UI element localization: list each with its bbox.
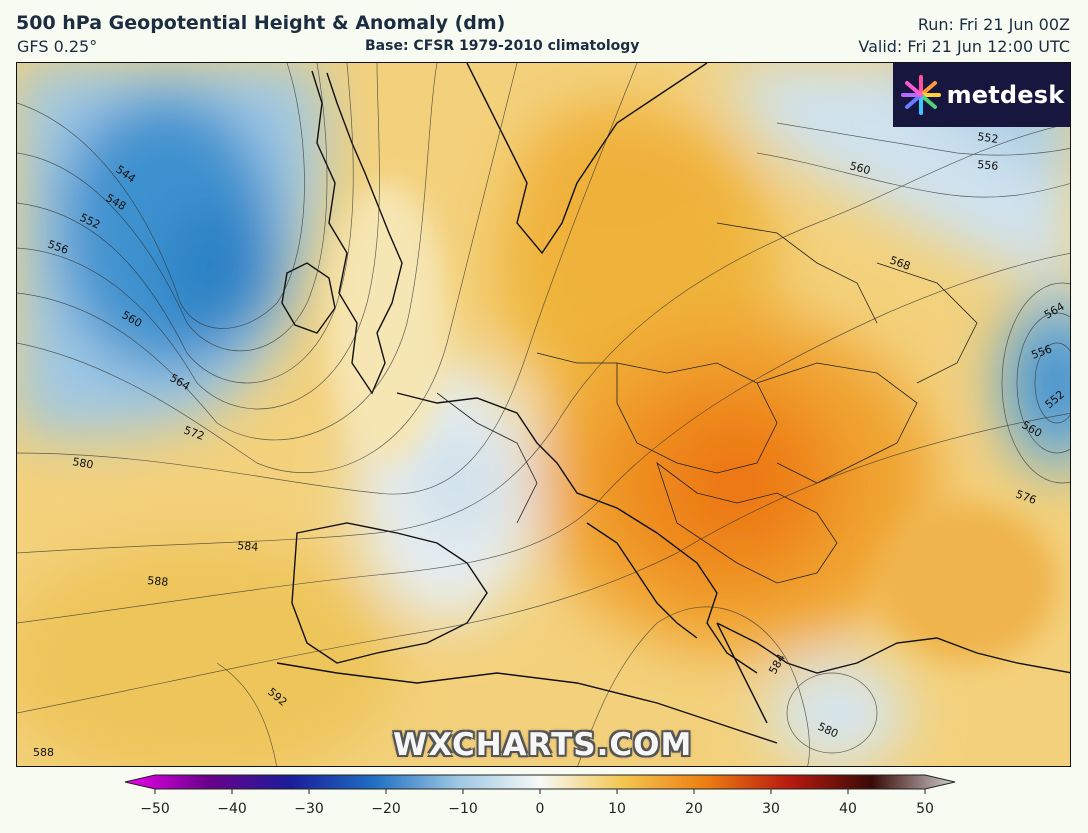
- contour-label: 584: [237, 539, 259, 554]
- colorbar-tick-label: 0: [536, 801, 545, 817]
- colorbar-gradient: [124, 774, 956, 790]
- colorbar-tick-label: 10: [608, 801, 626, 817]
- colorbar-tick-label: −30: [294, 801, 324, 817]
- contour-lines: [17, 63, 1070, 766]
- colorbar-tick-label: −40: [217, 801, 247, 817]
- coastlines: [276, 63, 1070, 744]
- colorbar-tick-label: 50: [916, 801, 934, 817]
- colorbar-tick-label: −10: [448, 801, 478, 817]
- colorbar-tick-label: 30: [762, 801, 780, 817]
- metdesk-logo-text: metdesk: [946, 81, 1065, 109]
- run-time-label: Run: Fri 21 Jun 00Z: [917, 15, 1070, 34]
- climatology-base-label: Base: CFSR 1979-2010 climatology: [365, 38, 640, 54]
- model-label: GFS 0.25°: [17, 37, 98, 56]
- map-canvas: 544 548 552 556 560 564 572 580 584 588 …: [17, 63, 1070, 766]
- chart-title: 500 hPa Geopotential Height & Anomaly (d…: [16, 12, 506, 34]
- contour-label: 588: [147, 574, 169, 589]
- anomaly-detail: [327, 183, 1057, 663]
- colorbar-svg: −50 −40 −30 −20 −10 0 10 20 30 40 50: [124, 774, 956, 817]
- contour-label: 560: [848, 159, 872, 177]
- contour-label: 556: [977, 158, 999, 173]
- contour-label: 552: [977, 130, 1000, 146]
- metdesk-logo[interactable]: metdesk: [893, 63, 1070, 127]
- colorbar-tick-label: 20: [685, 801, 703, 817]
- metdesk-burst-icon: [900, 75, 941, 115]
- contour-label: 588: [33, 746, 54, 759]
- colorbar-tick-label: −50: [140, 801, 170, 817]
- contour-label: 580: [71, 455, 94, 471]
- wxcharts-watermark: WXCHARTS.COM: [393, 727, 693, 763]
- anomaly-map[interactable]: 544 548 552 556 560 564 572 580 584 588 …: [16, 62, 1071, 767]
- colorbar-tick-label: 40: [839, 801, 857, 817]
- borders: [436, 222, 978, 584]
- colorbar: −50 −40 −30 −20 −10 0 10 20 30 40 50: [120, 774, 960, 824]
- colorbar-ticks: −50 −40 −30 −20 −10 0 10 20 30 40 50: [140, 789, 934, 817]
- colorbar-tick-label: −20: [371, 801, 401, 817]
- valid-time-label: Valid: Fri 21 Jun 12:00 UTC: [858, 37, 1070, 56]
